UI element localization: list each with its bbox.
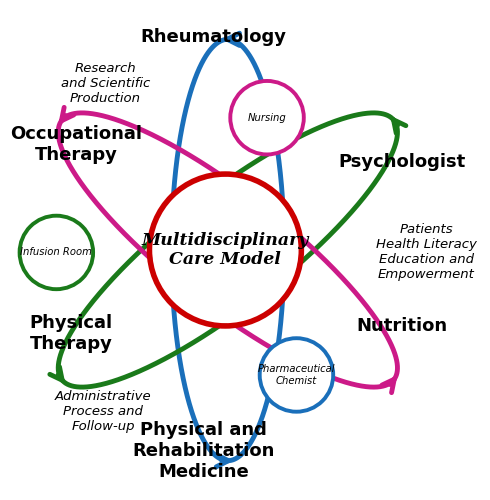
Text: Infusion Room: Infusion Room: [21, 248, 92, 258]
Text: Physical and
Rehabilitation
Medicine: Physical and Rehabilitation Medicine: [132, 421, 274, 480]
Text: Nursing: Nursing: [247, 112, 287, 122]
Text: Rheumatology: Rheumatology: [140, 28, 286, 46]
Text: Patients
Health Literacy
Education and
Empowerment: Patients Health Literacy Education and E…: [376, 224, 477, 282]
Circle shape: [20, 216, 93, 289]
Text: Occupational
Therapy: Occupational Therapy: [10, 125, 142, 164]
Text: Administrative
Process and
Follow-up: Administrative Process and Follow-up: [54, 390, 151, 433]
Text: Nutrition: Nutrition: [356, 317, 447, 335]
Text: Multidisciplinary
Care Model: Multidisciplinary Care Model: [142, 232, 309, 268]
Circle shape: [230, 81, 304, 154]
Text: Research
and Scientific
Production: Research and Scientific Production: [61, 62, 150, 105]
Text: Physical
Therapy: Physical Therapy: [29, 314, 113, 352]
Text: Pharmaceutical
Chemist: Pharmaceutical Chemist: [258, 364, 335, 386]
Circle shape: [152, 176, 299, 324]
Text: Psychologist: Psychologist: [338, 153, 466, 171]
Circle shape: [260, 338, 333, 411]
